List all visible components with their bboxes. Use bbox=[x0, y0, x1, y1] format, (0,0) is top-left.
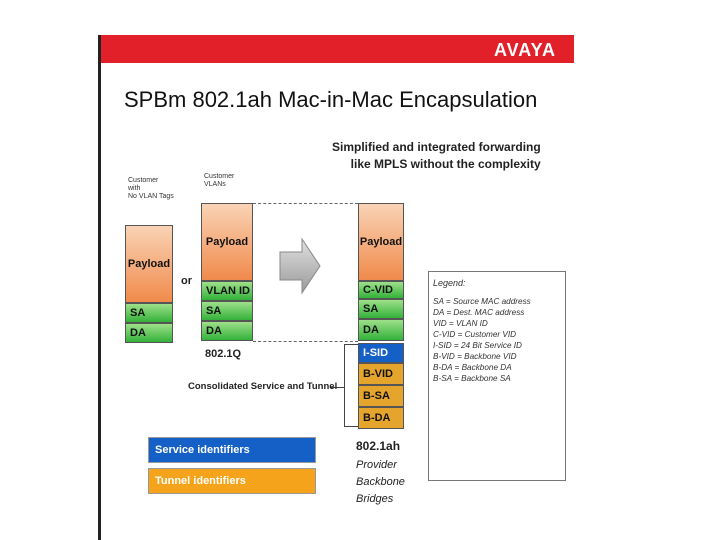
encap-b-vid: B-VID bbox=[358, 363, 404, 385]
legend-item: B-SA = Backbone SA bbox=[433, 374, 511, 383]
left-border bbox=[98, 35, 101, 540]
bracket-stem bbox=[330, 387, 344, 388]
encap-sa: SA bbox=[358, 299, 404, 319]
encap-i-sid: I-SID bbox=[358, 343, 404, 363]
consolidated-label: Consolidated Service and Tunnel bbox=[188, 381, 338, 392]
legend-item: SA = Source MAC address bbox=[433, 297, 531, 306]
slide: AVAYA SPBm 802.1ah Mac-in-Mac Encapsulat… bbox=[98, 35, 574, 540]
encap-b-da: B-DA bbox=[358, 407, 404, 429]
legend-item: B-DA = Backbone DA bbox=[433, 363, 512, 372]
dashed-connector-bottom bbox=[253, 341, 358, 342]
encap-c-vid: C-VID bbox=[358, 281, 404, 299]
encap-subcaption: Provider Backbone Bridges bbox=[356, 459, 405, 505]
slide-subtitle: Simplified and integrated forwarding lik… bbox=[332, 139, 541, 173]
legend-item: C-VID = Customer VID bbox=[433, 330, 517, 339]
avaya-logo: AVAYA bbox=[493, 40, 556, 60]
legend-title: Legend: bbox=[433, 278, 466, 288]
untagged-header: Customer with No VLAN Tags bbox=[128, 177, 174, 200]
subtitle-line-1: Simplified and integrated forwarding bbox=[332, 140, 541, 154]
legend-item: DA = Dest. MAC address bbox=[433, 308, 525, 317]
untagged-sa: SA bbox=[125, 303, 173, 323]
tagged-header: Customer VLANs bbox=[204, 173, 235, 188]
bracket-top bbox=[344, 344, 358, 345]
encap-da: DA bbox=[358, 319, 404, 341]
right-arrow-icon bbox=[279, 237, 321, 295]
legend-box: Legend: SA = Source MAC address DA = Des… bbox=[428, 271, 566, 481]
untagged-da: DA bbox=[125, 323, 173, 343]
encap-b-sa: B-SA bbox=[358, 385, 404, 407]
tagged-sa: SA bbox=[201, 301, 253, 321]
untagged-payload: Payload bbox=[125, 225, 173, 303]
tagged-caption: 802.1Q bbox=[205, 348, 242, 360]
slide-title: SPBm 802.1ah Mac-in-Mac Encapsulation bbox=[124, 87, 538, 112]
or-label: or bbox=[181, 275, 192, 287]
tagged-da: DA bbox=[201, 321, 253, 341]
bracket-line bbox=[344, 344, 345, 427]
legend-item: I-SID = 24 Bit Service ID bbox=[433, 341, 522, 350]
tagged-vlan-id: VLAN ID bbox=[201, 281, 253, 301]
encap-caption: 802.1ah bbox=[356, 439, 401, 453]
subtitle-line-2: like MPLS without the complexity bbox=[350, 157, 541, 171]
service-identifiers-box: Service identifiers bbox=[148, 437, 316, 463]
legend-item: B-VID = Backbone VID bbox=[433, 352, 517, 361]
tunnel-identifiers-box: Tunnel identifiers bbox=[148, 468, 316, 494]
tagged-payload: Payload bbox=[201, 203, 253, 281]
dashed-connector-top bbox=[253, 203, 358, 204]
encap-payload: Payload bbox=[358, 203, 404, 281]
header-bar: AVAYA bbox=[98, 35, 574, 63]
legend-item: VID = VLAN ID bbox=[433, 319, 488, 328]
bracket-bottom bbox=[344, 426, 358, 427]
